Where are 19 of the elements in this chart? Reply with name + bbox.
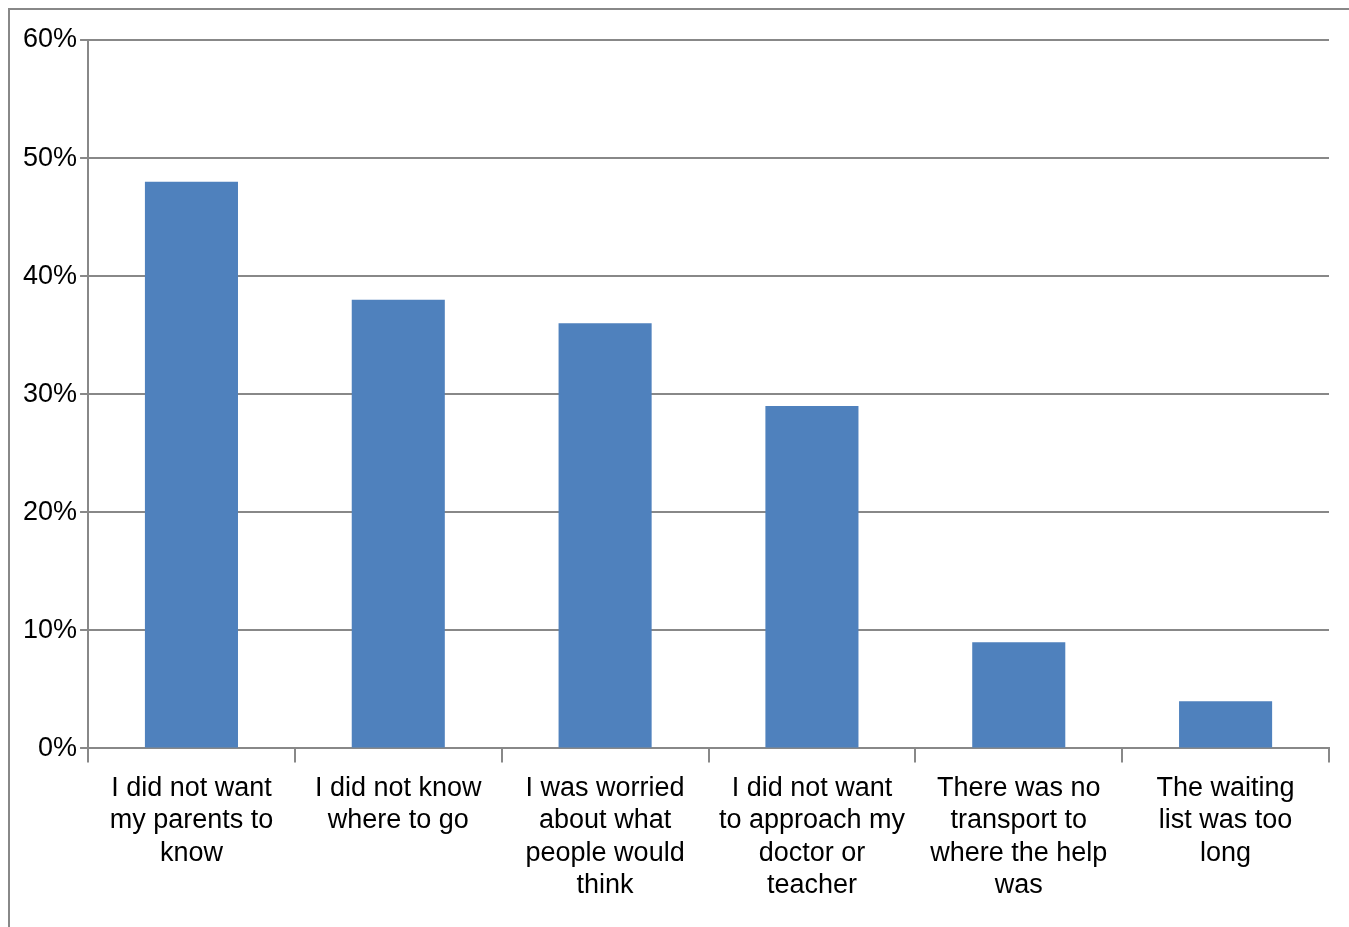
bar [765, 406, 859, 748]
x-tick-label: The waiting list was too long [1156, 772, 1295, 867]
y-tick-label: 40% [22, 259, 78, 290]
x-tick-label: There was no transport to where the help was [929, 772, 1108, 900]
y-tick-label: 60% [22, 23, 78, 54]
bar [351, 299, 445, 748]
bar [558, 323, 652, 748]
y-tick-label: 20% [22, 495, 78, 526]
y-tick-label: 0% [38, 731, 78, 762]
y-tick-label: 30% [22, 377, 78, 408]
bar [972, 642, 1066, 748]
bar [144, 181, 238, 748]
bar [1179, 701, 1273, 748]
y-tick-label: 10% [22, 613, 78, 644]
x-tick-label: I was worried about what people would think [525, 772, 685, 900]
y-tick-label: 50% [22, 141, 78, 172]
x-tick-label: I did not know where to go [314, 772, 483, 835]
x-tick-label: I did not want to approach my doctor or teacher [718, 772, 906, 900]
x-tick-label: I did not want my parents to know [109, 772, 274, 867]
